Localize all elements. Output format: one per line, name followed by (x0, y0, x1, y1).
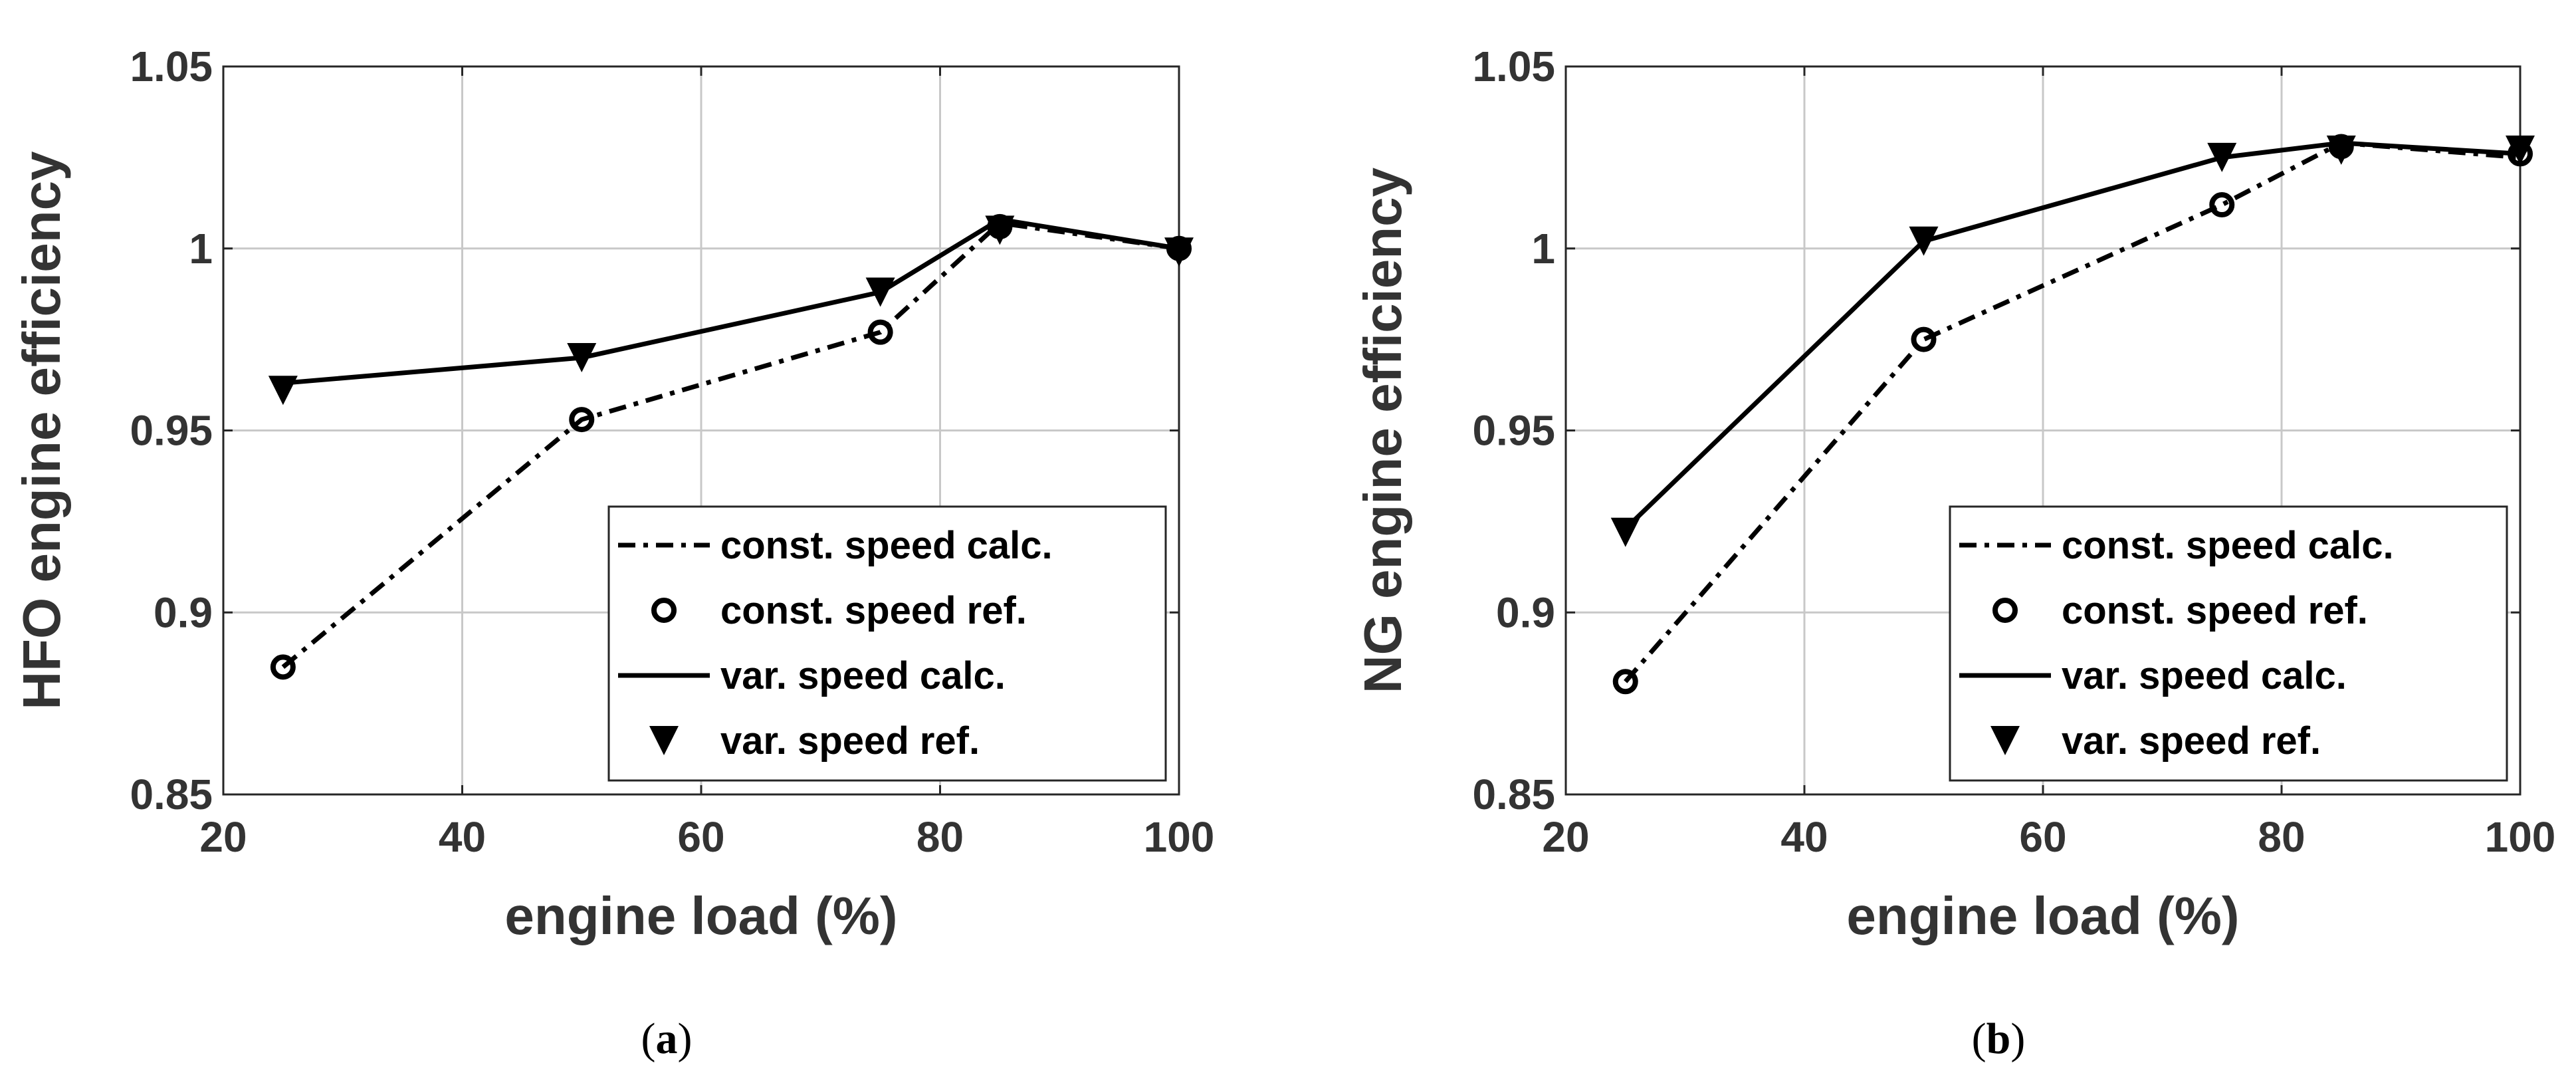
series-line-solid (282, 217, 1180, 386)
chart-panel-b: 20 40 60 80 100 0.85 0.9 0.95 1 1.05 engine load (… (1353, 43, 2555, 1063)
legend-label: var. speed ref. (2062, 719, 2321, 763)
legend-label: const. speed ref. (720, 589, 1027, 632)
data-point-triangle (567, 343, 597, 372)
y-tick-label: 1 (189, 225, 213, 273)
data-point-triangle (1610, 517, 1640, 547)
data-point-circle (1612, 669, 1638, 695)
panel-caption: (b) (1972, 1014, 2026, 1063)
x-tick-label: 40 (1780, 813, 1828, 861)
data-point-triangle (2326, 135, 2356, 165)
y-axis-label: HFO engine efficiency (12, 151, 71, 710)
data-point-triangle (865, 277, 895, 307)
x-tick-label: 40 (439, 813, 486, 861)
y-tick-label: 1.05 (1472, 43, 1555, 90)
x-tick-label: 60 (677, 813, 724, 861)
legend-swatch-triangle (1990, 726, 2020, 755)
series-solid (282, 217, 1180, 386)
y-tick-label: 0.95 (1472, 407, 1555, 455)
y-tick-label: 0.95 (130, 407, 213, 455)
x-tick-label: 80 (916, 813, 964, 861)
data-point-triangle (985, 215, 1015, 245)
y-tick-label: 0.9 (154, 588, 213, 636)
y-tick-label: 0.85 (130, 771, 213, 818)
x-axis-label: engine load (%) (504, 886, 897, 945)
data-point-circle (1911, 326, 1937, 352)
data-point-triangle (268, 376, 298, 406)
legend-label: var. speed ref. (720, 719, 980, 763)
x-tick-label: 20 (199, 813, 247, 861)
legend-box (607, 505, 1167, 782)
data-point-triangle (2506, 135, 2535, 165)
series-line-dashdot (281, 220, 1180, 669)
x-tick-label: 80 (2258, 813, 2305, 861)
y-tick-label: 1.05 (130, 43, 213, 90)
legend-box (1949, 505, 2508, 782)
legend-label: var. speed calc. (720, 654, 1006, 697)
data-point-triangle (1164, 237, 1194, 267)
legend: const. speed calc. const. speed ref. var. … (1949, 505, 2508, 782)
data-point-circle (569, 407, 595, 433)
legend-label: var. speed calc. (2062, 654, 2347, 697)
y-tick-label: 0.85 (1472, 771, 1555, 818)
series-solid (1624, 140, 2521, 531)
x-tick-label: 20 (1542, 813, 1589, 861)
x-tick-label: 60 (2019, 813, 2066, 861)
data-point-circle (270, 654, 296, 680)
legend-swatch-circle (651, 598, 677, 623)
series-triangle (1610, 135, 2535, 547)
data-point-triangle (1909, 226, 1939, 256)
x-tick-label: 100 (2485, 813, 2556, 861)
series-dashdot (281, 220, 1180, 669)
y-tick-label: 1 (1531, 225, 1555, 273)
legend-swatch-triangle (649, 726, 679, 755)
data-point-circle (867, 319, 893, 345)
series-triangle (268, 215, 1194, 406)
legend-label: const. speed ref. (2062, 589, 2368, 632)
x-tick-label: 100 (1144, 813, 1215, 861)
legend-label: const. speed calc. (2062, 524, 2394, 567)
y-tick-label: 0.9 (1496, 588, 1555, 636)
panel-caption: (a) (641, 1014, 693, 1063)
data-point-circle (2209, 192, 2235, 218)
x-axis-label: engine load (%) (1846, 886, 2239, 945)
legend: const. speed calc. const. speed ref. var. … (607, 505, 1167, 782)
series-line-solid (1624, 140, 2521, 531)
data-point-triangle (2207, 142, 2237, 172)
chart-panel-a: 20 40 60 80 100 0.85 0.9 0.95 1 1.05 engine load (… (12, 43, 1214, 1063)
y-axis-label: NG engine efficiency (1353, 167, 1412, 693)
legend-label: const. speed calc. (720, 524, 1053, 567)
legend-swatch-circle (1992, 598, 2018, 623)
